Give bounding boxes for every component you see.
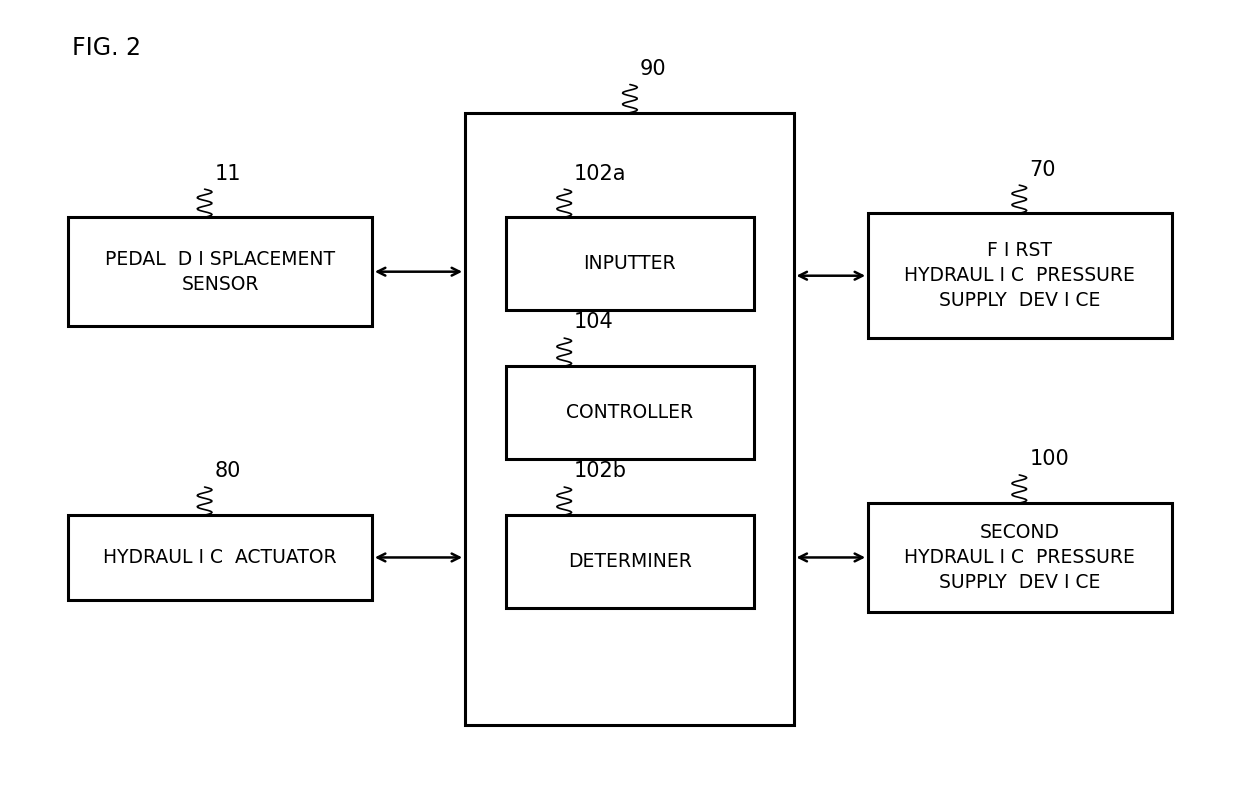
Bar (465, 113, 794, 724)
Text: CONTROLLER: CONTROLLER (567, 403, 693, 422)
Bar (868, 213, 1172, 338)
Text: 11: 11 (215, 163, 241, 184)
Bar (506, 217, 754, 310)
Bar (68, 217, 372, 326)
Text: PEDAL  D I SPLACEMENT
SENSOR: PEDAL D I SPLACEMENT SENSOR (105, 250, 335, 294)
Bar (506, 515, 754, 608)
Text: FIG. 2: FIG. 2 (72, 36, 141, 60)
Bar (68, 515, 372, 600)
Text: 102b: 102b (574, 461, 627, 481)
Text: 102a: 102a (574, 163, 626, 184)
Text: HYDRAUL I C  ACTUATOR: HYDRAUL I C ACTUATOR (103, 548, 337, 567)
Text: F I RST
HYDRAUL I C  PRESSURE
SUPPLY  DEV I CE: F I RST HYDRAUL I C PRESSURE SUPPLY DEV … (904, 242, 1136, 310)
Text: 104: 104 (574, 312, 614, 332)
Text: 90: 90 (640, 59, 666, 79)
Text: SECOND
HYDRAUL I C  PRESSURE
SUPPLY  DEV I CE: SECOND HYDRAUL I C PRESSURE SUPPLY DEV I… (904, 523, 1136, 592)
Text: 80: 80 (215, 461, 241, 481)
Text: 70: 70 (1029, 159, 1055, 180)
Bar (868, 503, 1172, 612)
Text: INPUTTER: INPUTTER (584, 254, 676, 273)
Text: DETERMINER: DETERMINER (568, 552, 692, 571)
Bar (506, 366, 754, 459)
Text: 100: 100 (1029, 449, 1069, 469)
